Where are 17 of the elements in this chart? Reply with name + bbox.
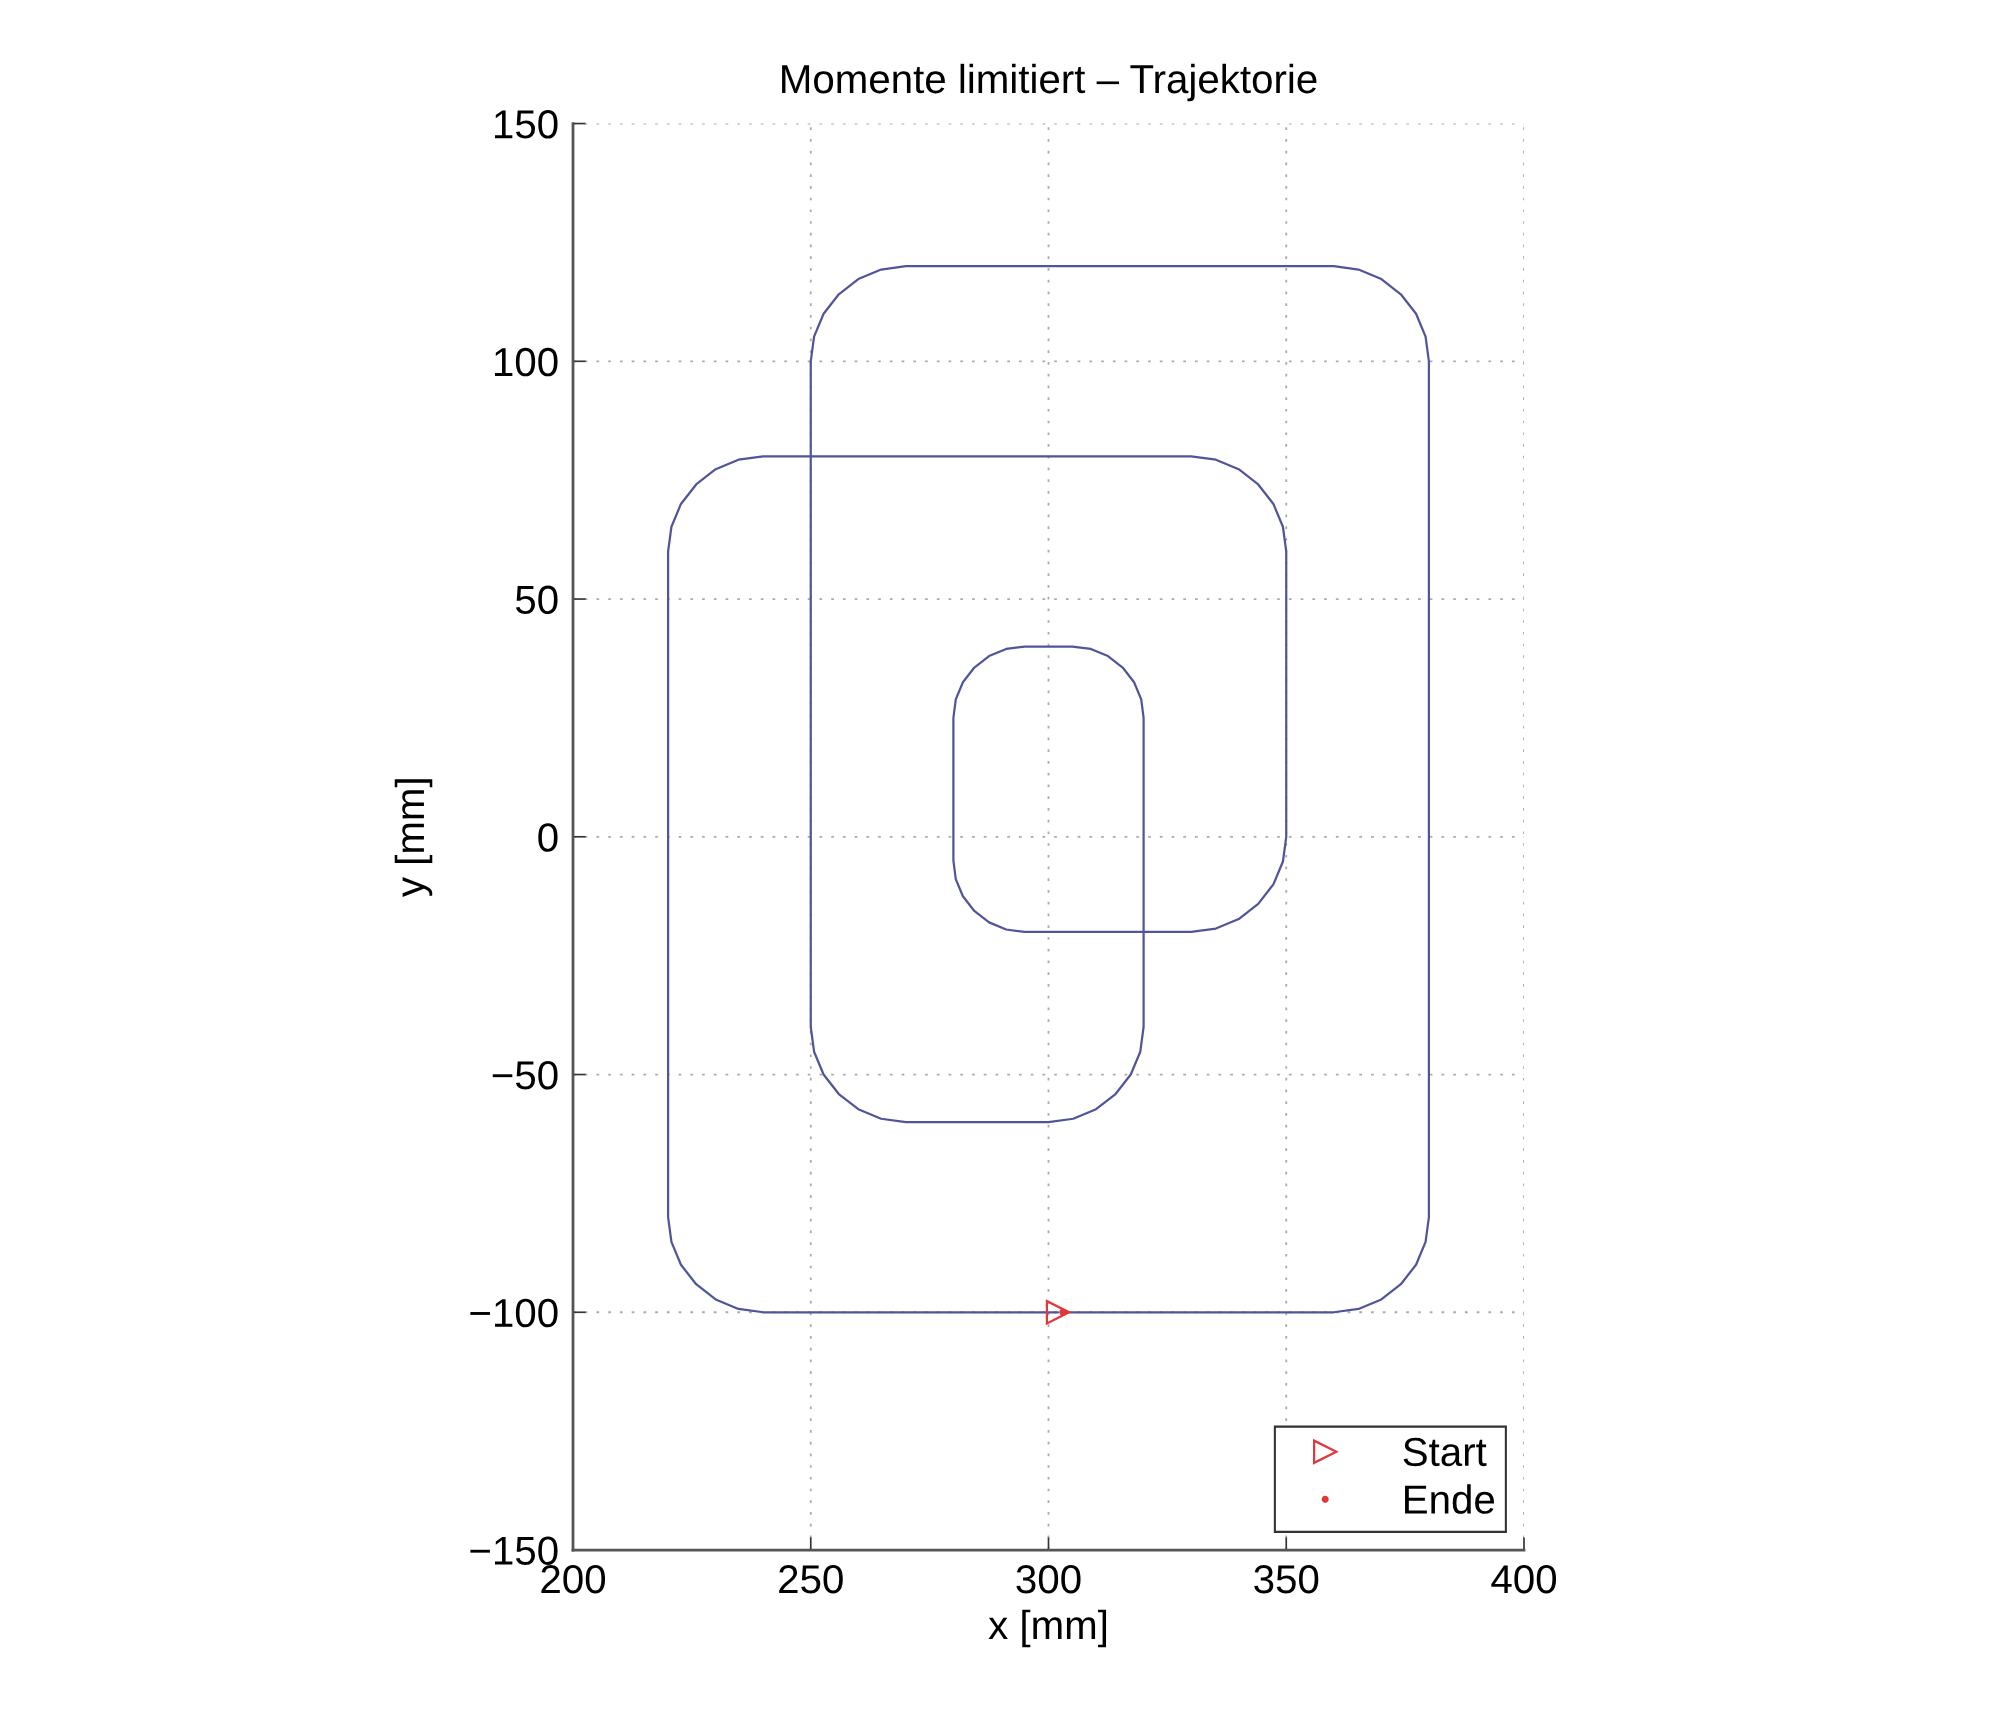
y-axis-title: y [mm] [394, 779, 433, 898]
y-tick-label: −100 [470, 1298, 558, 1328]
x-tick-label: 400 [1491, 1564, 1557, 1594]
chart-title: Momente limitiert – Trajektorie [782, 63, 1317, 102]
x-tick-label: 300 [1016, 1564, 1081, 1594]
x-tick-label: 200 [541, 1564, 606, 1594]
y-tick-label: 50 [515, 585, 558, 615]
y-tick-label: −150 [470, 1536, 558, 1566]
y-tick-label: 0 [538, 823, 558, 852]
x-axis-title: x [mm] [988, 1609, 1107, 1648]
x-tick-label: 250 [779, 1564, 843, 1594]
y-tick-label: 150 [494, 110, 558, 139]
y-tick-label: −50 [492, 1061, 558, 1090]
legend-label: Ende [1405, 1484, 1495, 1514]
legend-label: Start [1403, 1437, 1487, 1467]
y-tick-label: 100 [494, 347, 558, 377]
x-tick-label: 350 [1254, 1564, 1319, 1594]
